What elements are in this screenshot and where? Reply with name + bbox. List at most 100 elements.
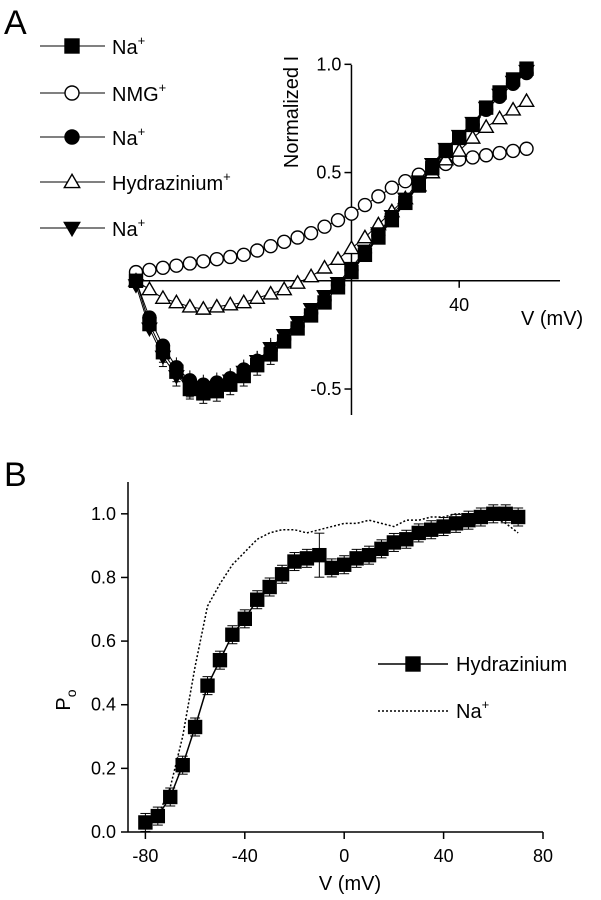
legend-item: Na+ — [40, 33, 145, 59]
data-point — [477, 101, 495, 117]
data-point — [182, 256, 198, 271]
data-point — [384, 180, 400, 195]
data-point — [343, 261, 360, 277]
panel-b-y-axis-label-group: Po — [53, 689, 79, 710]
panel-a-y-tick-label: 0.5 — [316, 163, 341, 183]
panel-b-y-tick-label: 0.6 — [91, 631, 116, 651]
data-point — [221, 374, 239, 389]
panel-b-legend: Hydrazinium Na+ — [378, 654, 567, 723]
data-point — [163, 789, 178, 805]
panel-b-x-tick-label: 40 — [434, 846, 454, 866]
data-point — [274, 567, 290, 582]
data-point — [248, 354, 266, 370]
data-point — [317, 219, 332, 234]
data-point — [194, 383, 212, 398]
panel-a-series-circle-filled — [128, 65, 534, 396]
panel-b-series-hydrazinium — [138, 504, 526, 832]
data-point — [168, 293, 185, 309]
panel-b-y-tick-label: 0.2 — [91, 758, 116, 778]
data-point — [324, 560, 339, 576]
panel-b-x-tick-label: -40 — [232, 846, 258, 866]
data-point — [154, 350, 172, 366]
panel-a-series-square-filled — [128, 61, 534, 404]
panel-b-series — [138, 504, 526, 832]
data-point — [450, 129, 468, 145]
data-point — [329, 250, 347, 266]
data-point — [383, 209, 401, 225]
legend-label: NMG+ — [112, 80, 166, 106]
data-point — [423, 522, 439, 537]
panel-b-y-axis-label: Po — [53, 689, 79, 710]
data-point — [208, 380, 226, 396]
data-point — [518, 92, 535, 108]
data-point — [504, 75, 522, 91]
data-point — [127, 279, 145, 294]
panel-b: B -80 -40 0 40 80 0.0 0.2 0.4 0.6 0.8 1.0 Hydrazin… — [4, 456, 567, 895]
legend-marker — [63, 172, 81, 189]
legend-marker — [64, 129, 80, 145]
data-point — [312, 547, 327, 563]
data-point — [208, 298, 226, 313]
data-point — [477, 118, 495, 134]
panel-a-x-axis-label: V (mV) — [521, 308, 583, 330]
data-point — [343, 239, 360, 255]
data-point — [275, 280, 293, 296]
data-point — [423, 158, 441, 173]
legend-item: NMG+ — [40, 80, 166, 106]
data-point — [262, 341, 280, 357]
data-point — [410, 175, 428, 190]
panel-a-axes: 40 1.0 0.5 -0.5 — [136, 54, 560, 415]
panel-b-y-tick-label: 0.4 — [91, 695, 116, 715]
data-point — [223, 249, 238, 265]
legend-item: Na+ — [378, 697, 489, 723]
panel-b-y-tick-label: 0.8 — [91, 567, 116, 587]
data-point — [370, 227, 387, 242]
data-point — [287, 554, 302, 569]
data-point — [225, 627, 240, 642]
data-point — [330, 212, 346, 228]
panel-a-legend: Na+ NMG+ Na+ Hydrazinium+ Na+ — [40, 33, 231, 241]
panel-a-y-tick-label: -0.5 — [310, 379, 341, 399]
legend-item: Na+ — [40, 124, 145, 150]
data-point — [250, 592, 265, 607]
data-point — [187, 719, 203, 735]
data-point — [250, 243, 265, 258]
data-point — [169, 258, 184, 273]
data-point — [302, 303, 320, 318]
data-point — [464, 129, 482, 144]
legend-label: Na+ — [456, 697, 489, 723]
panel-b-label: B — [4, 456, 27, 494]
data-point — [398, 174, 413, 189]
data-point — [478, 148, 494, 163]
data-point — [386, 535, 402, 550]
legend-label: Hydrazinium+ — [112, 169, 231, 195]
data-point — [510, 509, 526, 525]
data-point — [357, 197, 373, 213]
data-point — [461, 512, 476, 528]
data-point — [237, 611, 252, 627]
data-point — [248, 289, 266, 305]
data-point — [181, 298, 199, 313]
panel-a-series-triangle-down-filled — [127, 64, 535, 400]
data-point — [492, 145, 507, 161]
legend-label: Na+ — [112, 33, 145, 59]
legend-label: Hydrazinium — [456, 654, 567, 676]
data-point — [142, 262, 157, 278]
data-point — [436, 519, 451, 534]
panel-a: A 401.00.5-0.5 Na+NMG+Na+Hydrazinium+Na+… — [4, 4, 583, 415]
panel-b-x-axis-label: V (mV) — [319, 873, 381, 895]
panel-a-y-axis-label: Normalized I — [281, 56, 303, 168]
legend-marker — [405, 656, 421, 672]
data-point — [235, 365, 253, 381]
data-point — [303, 225, 319, 241]
data-point — [448, 516, 464, 531]
data-point — [150, 808, 166, 824]
data-point — [196, 254, 211, 269]
data-point — [209, 251, 225, 267]
panel-b-x-tick-label: 80 — [533, 846, 553, 866]
data-point — [221, 296, 239, 311]
data-point — [450, 142, 468, 157]
legend-item: Hydrazinium — [378, 654, 567, 676]
panel-a-y-tick-label: 1.0 — [316, 54, 341, 74]
